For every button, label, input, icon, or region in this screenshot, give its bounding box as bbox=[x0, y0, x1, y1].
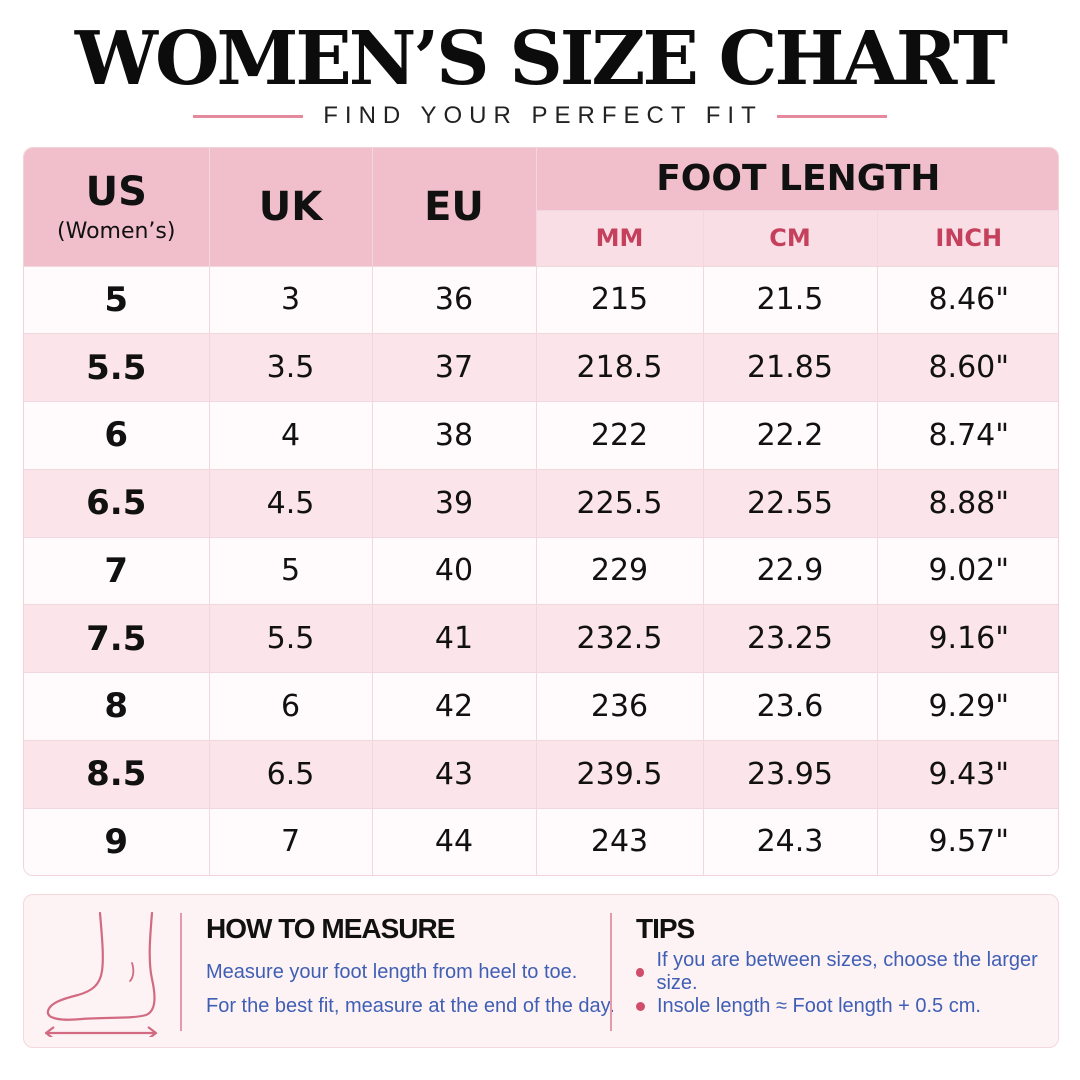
subtitle-divider-right bbox=[776, 114, 887, 118]
info-box: HOW TO MEASURE Measure your foot length … bbox=[23, 894, 1059, 1048]
bullet-icon bbox=[636, 967, 645, 977]
cell-inch: 8.74" bbox=[876, 401, 1058, 470]
cell-cm: 22.2 bbox=[702, 401, 878, 470]
cell-inch: 9.29" bbox=[876, 672, 1058, 741]
cell-cm: 21.85 bbox=[702, 333, 878, 402]
how-to-measure-title: HOW TO MEASURE bbox=[206, 913, 455, 944]
column-header-mm: MM bbox=[536, 209, 704, 267]
table-row: 6.5 4.5 39 225.5 22.55 8.88" bbox=[24, 468, 1058, 538]
column-header-cm: CM bbox=[702, 209, 878, 267]
cell-us: 5 bbox=[24, 266, 210, 335]
cell-mm: 218.5 bbox=[535, 333, 704, 402]
cell-us: 8.5 bbox=[24, 739, 210, 809]
column-header-us-sub: (Women’s) bbox=[57, 219, 176, 245]
cell-inch: 8.46" bbox=[876, 266, 1058, 335]
page-subtitle: FIND YOUR PERFECT FIT bbox=[323, 102, 763, 129]
cell-uk: 4 bbox=[208, 401, 373, 470]
tip-text: Insole length ≈ Foot length + 0.5 cm. bbox=[657, 994, 981, 1017]
cell-cm: 23.6 bbox=[702, 672, 878, 741]
cell-mm: 222 bbox=[535, 401, 704, 470]
cell-eu: 44 bbox=[371, 807, 537, 875]
column-group-foot-length: FOOT LENGTH bbox=[535, 148, 1058, 211]
cell-uk: 7 bbox=[208, 807, 373, 875]
cell-uk: 3.5 bbox=[208, 333, 373, 402]
cell-us: 5.5 bbox=[24, 333, 210, 402]
cell-mm: 239.5 bbox=[535, 739, 704, 809]
cell-eu: 43 bbox=[371, 739, 537, 809]
cell-eu: 42 bbox=[371, 672, 537, 741]
foot-measure-icon bbox=[44, 911, 158, 1037]
cell-eu: 36 bbox=[371, 266, 537, 335]
cell-uk: 6 bbox=[208, 672, 373, 741]
tip-item: Insole length ≈ Foot length + 0.5 cm. bbox=[636, 989, 981, 1023]
cell-inch: 8.88" bbox=[876, 468, 1058, 538]
cell-mm: 236 bbox=[535, 672, 704, 741]
column-header-uk: UK bbox=[208, 148, 373, 267]
cell-cm: 22.55 bbox=[702, 468, 878, 538]
cell-eu: 37 bbox=[371, 333, 537, 402]
cell-us: 6.5 bbox=[24, 468, 210, 538]
page-title: WOMEN’S SIZE CHART bbox=[74, 16, 1008, 102]
cell-mm: 229 bbox=[535, 536, 704, 606]
table-row: 8.5 6.5 43 239.5 23.95 9.43" bbox=[24, 739, 1058, 809]
table-row: 5.5 3.5 37 218.5 21.85 8.60" bbox=[24, 333, 1058, 402]
cell-mm: 232.5 bbox=[535, 604, 704, 673]
column-header-us-label: US bbox=[85, 169, 147, 216]
cell-inch: 9.57" bbox=[876, 807, 1058, 875]
cell-mm: 225.5 bbox=[535, 468, 704, 538]
tip-item: If you are between sizes, choose the lar… bbox=[636, 949, 1058, 994]
how-to-measure-line-1: Measure your foot length from heel to to… bbox=[206, 961, 578, 983]
cell-cm: 22.9 bbox=[702, 536, 878, 606]
subtitle-row: FIND YOUR PERFECT FIT bbox=[0, 100, 1080, 132]
cell-uk: 5 bbox=[208, 536, 373, 606]
cell-cm: 24.3 bbox=[702, 807, 878, 875]
cell-eu: 40 bbox=[371, 536, 537, 606]
table-row: 5 3 36 215 21.5 8.46" bbox=[24, 266, 1058, 335]
tip-text: If you are between sizes, choose the lar… bbox=[656, 949, 1038, 994]
table-row: 7.5 5.5 41 232.5 23.25 9.16" bbox=[24, 604, 1058, 673]
cell-us: 8 bbox=[24, 672, 210, 741]
cell-inch: 8.60" bbox=[876, 333, 1058, 402]
cell-cm: 23.25 bbox=[702, 604, 878, 673]
table-row: 8 6 42 236 23.6 9.29" bbox=[24, 672, 1058, 741]
cell-us: 7 bbox=[24, 536, 210, 606]
info-divider-right bbox=[610, 913, 612, 1031]
cell-uk: 3 bbox=[208, 266, 373, 335]
cell-eu: 39 bbox=[371, 468, 537, 538]
cell-uk: 6.5 bbox=[208, 739, 373, 809]
table-row: 6 4 38 222 22.2 8.74" bbox=[24, 401, 1058, 470]
cell-inch: 9.43" bbox=[876, 739, 1058, 809]
cell-uk: 4.5 bbox=[208, 468, 373, 538]
cell-cm: 23.95 bbox=[702, 739, 878, 809]
cell-inch: 9.02" bbox=[876, 536, 1058, 606]
how-to-measure-line-2: For the best fit, measure at the end of … bbox=[206, 995, 615, 1017]
size-chart-table: US (Women’s) UK EU FOOT LENGTH MM CM INC… bbox=[23, 147, 1059, 876]
tips-title: TIPS bbox=[636, 913, 695, 944]
cell-uk: 5.5 bbox=[208, 604, 373, 673]
cell-mm: 215 bbox=[535, 266, 704, 335]
column-header-eu: EU bbox=[371, 148, 537, 267]
cell-mm: 243 bbox=[535, 807, 704, 875]
subtitle-divider-left bbox=[193, 114, 304, 118]
cell-us: 9 bbox=[24, 807, 210, 875]
cell-cm: 21.5 bbox=[702, 266, 878, 335]
column-header-us: US (Women’s) bbox=[24, 148, 210, 267]
cell-us: 6 bbox=[24, 401, 210, 470]
column-header-inch: INCH bbox=[876, 209, 1058, 267]
cell-eu: 41 bbox=[371, 604, 537, 673]
bullet-icon bbox=[636, 1001, 645, 1011]
cell-inch: 9.16" bbox=[876, 604, 1058, 673]
cell-us: 7.5 bbox=[24, 604, 210, 673]
table-row: 7 5 40 229 22.9 9.02" bbox=[24, 536, 1058, 606]
cell-eu: 38 bbox=[371, 401, 537, 470]
info-divider-left bbox=[180, 913, 182, 1031]
table-row: 9 7 44 243 24.3 9.57" bbox=[24, 807, 1058, 875]
